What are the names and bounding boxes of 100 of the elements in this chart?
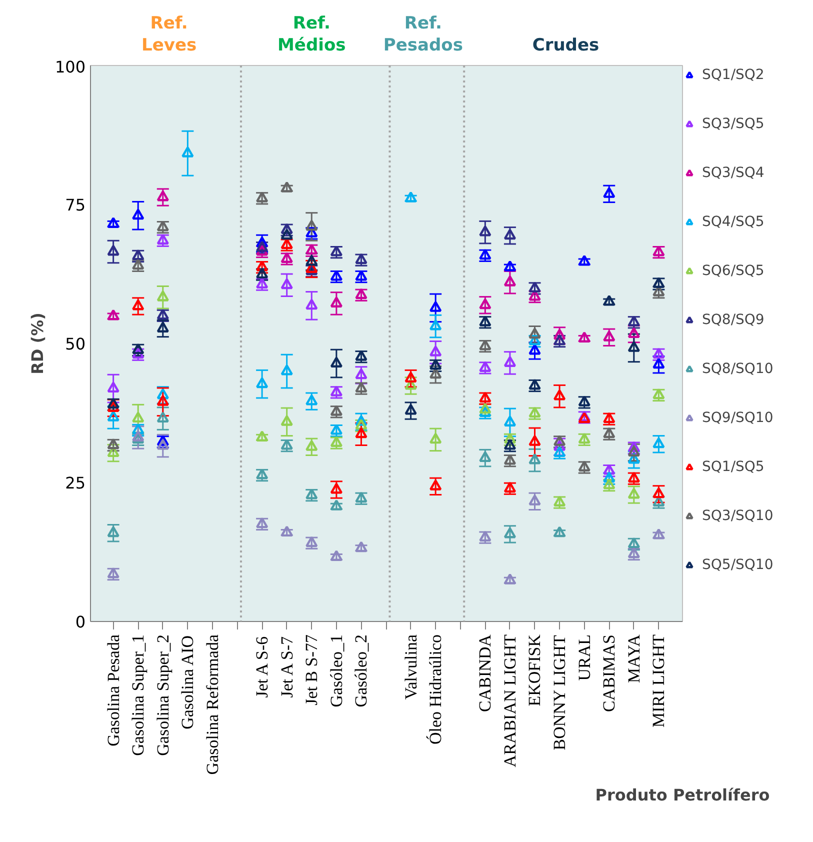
point xyxy=(603,330,616,342)
point xyxy=(256,517,268,528)
point xyxy=(528,378,541,390)
point xyxy=(504,356,516,367)
x-tick-label: Gasolina Pesada xyxy=(104,634,123,746)
point xyxy=(132,412,144,423)
point xyxy=(504,573,516,584)
x-tick-label: Valvulina xyxy=(401,634,420,700)
point xyxy=(404,192,417,202)
point xyxy=(628,547,640,558)
point xyxy=(553,328,566,340)
point xyxy=(355,541,368,552)
legend-label: SQ1/SQ2 xyxy=(702,67,764,83)
point xyxy=(652,437,665,448)
point xyxy=(628,446,640,456)
point xyxy=(652,528,665,540)
point xyxy=(504,275,516,286)
legend-label: SQ6/SQ5 xyxy=(702,263,764,279)
legend-label: SQ4/SQ5 xyxy=(702,214,764,230)
point xyxy=(256,377,268,388)
point xyxy=(306,440,318,451)
point xyxy=(578,332,590,342)
x-tick-label: MAYA xyxy=(624,634,644,683)
y-tick-label: 75 xyxy=(65,196,86,214)
point xyxy=(256,236,268,248)
y-tick-label: 25 xyxy=(65,474,86,492)
point xyxy=(578,460,590,472)
point xyxy=(107,446,120,458)
point xyxy=(652,358,665,369)
point xyxy=(355,368,368,380)
y-tick-label: 50 xyxy=(65,334,86,354)
point xyxy=(306,264,318,276)
point xyxy=(306,262,318,273)
point xyxy=(479,361,492,372)
point xyxy=(330,500,343,510)
point xyxy=(628,452,640,464)
point xyxy=(256,192,268,202)
point xyxy=(107,401,120,412)
point xyxy=(156,290,169,302)
point xyxy=(355,427,368,438)
point xyxy=(504,260,516,272)
point xyxy=(553,435,566,446)
point xyxy=(107,567,120,578)
x-tick-label: Gasolina Super_1 xyxy=(128,634,148,756)
point xyxy=(429,346,442,356)
point xyxy=(280,364,293,376)
point xyxy=(528,435,541,446)
point xyxy=(330,405,343,416)
point xyxy=(429,301,442,312)
point xyxy=(306,394,318,406)
point xyxy=(528,282,541,292)
point xyxy=(628,341,640,352)
x-tick-label: Jet A S-6 xyxy=(252,636,272,698)
legend-label: SQ9/SQ10 xyxy=(702,410,774,426)
x-tick-label: Gasóleo_1 xyxy=(326,634,346,708)
x-tick-label: CABINDA xyxy=(476,634,495,712)
legend-label: SQ3/SQ10 xyxy=(702,508,774,524)
legend-label: SQ3/SQ4 xyxy=(702,165,764,181)
point xyxy=(132,208,144,220)
x-tick-label: ARABIAN LIGHT xyxy=(500,634,520,768)
point xyxy=(132,423,144,434)
text: Ref. Médios xyxy=(278,14,346,56)
y-tick-label: 0 xyxy=(75,612,86,632)
y-axis-title: RD (%) xyxy=(28,312,47,374)
point xyxy=(107,410,120,422)
x-tick-label: CABIMAS xyxy=(600,634,619,712)
point xyxy=(256,244,268,256)
point xyxy=(528,494,541,506)
point xyxy=(479,451,492,462)
point xyxy=(603,464,616,475)
point xyxy=(156,308,169,320)
x-tick-label: EKOFISK xyxy=(525,634,544,706)
x-tick-label: Gasolina Super_2 xyxy=(153,634,172,756)
point xyxy=(107,438,120,450)
point xyxy=(479,406,492,417)
point xyxy=(628,488,640,499)
x-tick-label: Jet A S-7 xyxy=(277,636,296,698)
point xyxy=(107,526,120,538)
point xyxy=(280,278,293,290)
x-tick-label: BONNY LIGHT xyxy=(550,634,570,750)
point xyxy=(156,190,169,202)
point xyxy=(355,350,368,361)
point xyxy=(628,537,640,548)
point xyxy=(256,430,268,442)
point xyxy=(429,480,442,490)
text: Crudes xyxy=(532,36,600,56)
point xyxy=(528,453,541,464)
point xyxy=(306,226,318,238)
legend-label: SQ1/SQ5 xyxy=(702,459,764,475)
x-tick-label: MIRI LIGHT xyxy=(649,634,668,728)
x-axis-title: Produto Petrolífero xyxy=(595,786,770,805)
point xyxy=(107,382,120,393)
point xyxy=(132,249,144,260)
point xyxy=(107,217,120,228)
point xyxy=(280,228,293,240)
point xyxy=(306,254,318,266)
point xyxy=(652,487,665,498)
point xyxy=(652,277,665,288)
point xyxy=(306,220,318,231)
x-tick-label: Gasolina AIO xyxy=(178,635,198,730)
